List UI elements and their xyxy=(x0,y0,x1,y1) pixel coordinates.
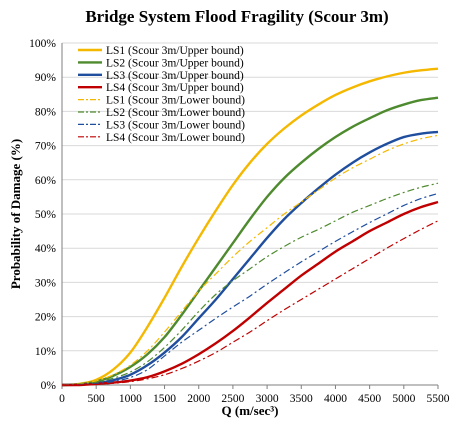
legend: LS1 (Scour 3m/Upper bound)LS2 (Scour 3m/… xyxy=(78,45,245,144)
x-tick-label: 1000 xyxy=(119,393,142,405)
legend-label: LS2 (Scour 3m/Lower bound) xyxy=(106,107,245,119)
x-tick-label: 3500 xyxy=(290,393,313,405)
legend-label: LS3 (Scour 3m/Upper bound) xyxy=(106,70,244,82)
x-axis-ticks: 0 500 1000 1500 2000 2500 3000 3500 4000 4500 5000… xyxy=(59,385,450,405)
y-tick-label: 100% xyxy=(29,38,56,50)
legend-label: LS4 (Scour 3m/Upper bound) xyxy=(106,82,244,94)
x-tick-label: 2000 xyxy=(187,393,210,405)
y-tick-label: 70% xyxy=(35,141,57,153)
y-tick-label: 60% xyxy=(35,175,57,187)
x-axis-label: Q (m/sec³) xyxy=(222,403,279,418)
y-tick-label: 50% xyxy=(35,209,57,221)
series-line-4 xyxy=(61,200,439,387)
legend-label: LS3 (Scour 3m/Lower bound) xyxy=(106,119,245,131)
y-axis-label: Probability of Damage (%) xyxy=(8,139,23,289)
series-line-3 xyxy=(61,130,439,387)
y-tick-label: 90% xyxy=(35,72,57,84)
series-line-1 xyxy=(61,67,439,387)
x-tick-label: 4000 xyxy=(324,393,347,405)
legend-label: LS4 (Scour 3m/Lower bound) xyxy=(106,132,245,144)
y-tick-label: 20% xyxy=(35,312,57,324)
legend-label: LS1 (Scour 3m/Upper bound) xyxy=(106,45,244,57)
x-tick-label: 5500 xyxy=(427,393,450,405)
series-line-8 xyxy=(61,220,439,386)
y-tick-label: 0% xyxy=(41,380,57,392)
series-lines xyxy=(61,67,439,387)
series-line-7 xyxy=(61,192,439,386)
x-tick-label: 0 xyxy=(59,393,65,405)
chart-title: Bridge System Flood Fragility (Scour 3m) xyxy=(85,7,388,26)
series-line-5 xyxy=(61,134,439,386)
y-tick-label: 80% xyxy=(35,106,57,118)
y-axis-ticks: 0% 10% 20% 30% 40% 50% 60% 70% 80% 90% 100% xyxy=(29,38,56,392)
x-tick-label: 3000 xyxy=(256,393,279,405)
y-tick-label: 30% xyxy=(35,277,57,289)
x-tick-label: 4500 xyxy=(358,393,381,405)
x-tick-label: 500 xyxy=(88,393,106,405)
series-line-2 xyxy=(61,96,439,387)
x-tick-label: 5000 xyxy=(392,393,415,405)
y-tick-label: 10% xyxy=(35,346,57,358)
legend-label: LS2 (Scour 3m/Upper bound) xyxy=(106,57,244,69)
y-tick-label: 40% xyxy=(35,243,57,255)
axes xyxy=(61,43,438,386)
x-tick-label: 2500 xyxy=(221,393,244,405)
series-line-6 xyxy=(61,182,439,386)
legend-label: LS1 (Scour 3m/Lower bound) xyxy=(106,95,245,107)
gridlines xyxy=(62,42,438,352)
x-tick-label: 1500 xyxy=(153,393,176,405)
